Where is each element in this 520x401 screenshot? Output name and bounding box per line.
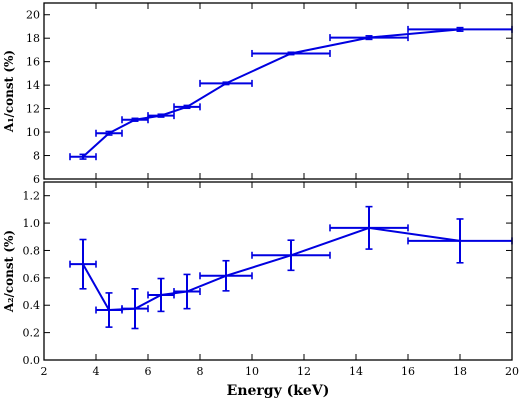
top-data-point xyxy=(251,49,331,57)
bottom-x-tick-label: 8 xyxy=(197,365,204,378)
top-marks xyxy=(69,25,513,161)
panel-bottom: 2 4 6 8 10 12 14 16 18 20 0.0 0.2 0.4 0.6 0.8 1.0 1.2 A₂… xyxy=(2,181,519,399)
top-y-tick-label: 6 xyxy=(33,173,40,186)
top-ticks: 6 8 10 12 14 16 18 20 xyxy=(26,3,513,186)
top-y-tick-label: 12 xyxy=(26,103,40,116)
top-y-tick-label: 18 xyxy=(26,32,40,45)
top-y-axis-label: A₁/const (%) xyxy=(2,50,16,133)
bottom-x-tick-label: 10 xyxy=(245,365,259,378)
bottom-data-point xyxy=(173,273,201,310)
bottom-x-tick-label: 16 xyxy=(401,365,415,378)
bottom-x-tick-label: 2 xyxy=(41,365,48,378)
bottom-x-tick-label: 14 xyxy=(349,365,363,378)
bottom-data-point xyxy=(95,292,123,328)
top-data-point xyxy=(147,112,175,120)
top-y-tick-label: 20 xyxy=(26,9,40,22)
top-data-point xyxy=(121,116,149,124)
bottom-x-tick-label: 4 xyxy=(93,365,100,378)
bottom-y-tick-label: 1.0 xyxy=(23,217,41,230)
top-data-point xyxy=(173,103,201,111)
top-data-point xyxy=(199,79,253,87)
top-data-point xyxy=(69,153,97,161)
bottom-plot-frame xyxy=(43,181,513,361)
bottom-data-point xyxy=(121,287,149,330)
bottom-y-tick-label: 0.0 xyxy=(23,354,41,367)
top-plot-frame xyxy=(43,2,513,180)
bottom-y-tick-label: 0.6 xyxy=(23,272,41,285)
bottom-ticks: 2 4 6 8 10 12 14 16 18 20 0.0 0.2 0.4 0.6 0.8 1.0 1.2 xyxy=(23,182,519,378)
bottom-x-tick-label: 18 xyxy=(453,365,467,378)
bottom-series-line xyxy=(82,226,461,312)
bottom-data-point xyxy=(69,238,97,290)
top-y-tick-label: 14 xyxy=(26,79,40,92)
x-axis-label: Energy (keV) xyxy=(227,383,330,399)
top-y-tick-label: 8 xyxy=(33,150,40,163)
bottom-y-tick-label: 0.8 xyxy=(23,244,41,257)
top-series-line xyxy=(82,28,461,158)
bottom-x-tick-label: 20 xyxy=(505,365,519,378)
bottom-y-tick-label: 1.2 xyxy=(23,190,41,203)
bottom-y-tick-label: 0.4 xyxy=(23,299,41,312)
bottom-y-tick-label: 0.2 xyxy=(23,327,41,340)
bottom-data-point xyxy=(147,277,175,313)
bottom-data-point xyxy=(251,239,331,272)
bottom-data-point xyxy=(329,205,409,250)
top-y-tick-label: 10 xyxy=(26,126,40,139)
bottom-marks xyxy=(69,205,513,330)
bottom-x-tick-label: 6 xyxy=(145,365,152,378)
bottom-x-tick-label: 12 xyxy=(297,365,311,378)
bottom-y-axis-label: A₂/const (%) xyxy=(2,230,16,313)
bottom-data-point xyxy=(407,218,513,264)
top-y-tick-label: 16 xyxy=(26,56,40,69)
bottom-data-point xyxy=(199,259,253,292)
top-data-point xyxy=(95,129,123,137)
panel-top: 6 8 10 12 14 16 18 20 A₁/const (%) xyxy=(2,2,513,186)
top-data-point xyxy=(329,34,409,42)
